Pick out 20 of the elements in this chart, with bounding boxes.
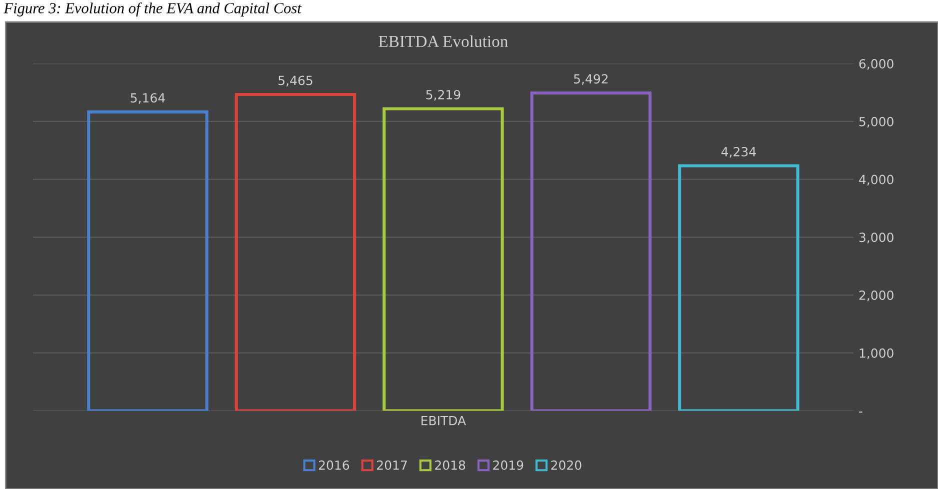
y-tick-label: 3,000 bbox=[859, 232, 894, 244]
data-label: 4,234 bbox=[721, 146, 756, 158]
legend-label: 2018 bbox=[435, 460, 466, 470]
y-tick-label: 1,000 bbox=[860, 348, 894, 360]
chart-title: EBITDA Evolution bbox=[378, 35, 508, 48]
caption: Figure 3: Evolution of the EVA and Capital Cost bbox=[4, 2, 302, 16]
y-tick-label: 2,000 bbox=[859, 290, 894, 302]
data-label: 5,492 bbox=[574, 74, 608, 85]
data-label: 5,219 bbox=[426, 90, 460, 101]
legend-label: 2020 bbox=[551, 460, 582, 470]
data-label: 5,164 bbox=[130, 93, 165, 104]
data-label: 5,465 bbox=[278, 76, 312, 86]
y-tick-label: 6,000 bbox=[859, 59, 894, 70]
x-tick-label: EBITDA bbox=[422, 416, 466, 426]
y-tick-label: 5,000 bbox=[859, 116, 894, 128]
y-tick-label: - bbox=[859, 412, 862, 413]
y-tick-label: 4,000 bbox=[859, 174, 894, 186]
legend-label: 2019 bbox=[493, 460, 524, 470]
legend-label: 2016 bbox=[318, 460, 350, 470]
legend-label: 2017 bbox=[377, 460, 407, 470]
